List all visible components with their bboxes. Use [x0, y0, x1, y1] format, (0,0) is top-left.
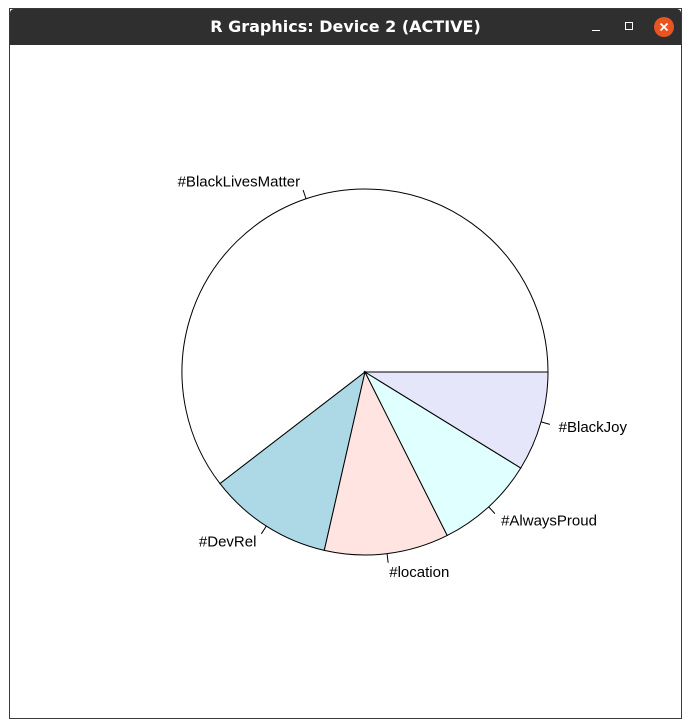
pie-chart: #BlackLivesMatter #DevRel #location #Always…: [178, 173, 628, 581]
pie-label-location: #location: [389, 564, 449, 581]
plot-area: #BlackLivesMatter #DevRel #location #Always…: [10, 45, 681, 718]
pie-label-tick-blacklivesmatter: [302, 189, 307, 199]
pie-label-tick-location: [386, 553, 389, 563]
close-button[interactable]: [654, 17, 674, 37]
close-icon: [659, 22, 669, 32]
pie-slice-blackjoy: [363, 371, 549, 469]
r-graphics-window: R Graphics: Device 2 (ACTIVE) #BlackLive…: [9, 8, 682, 719]
window-title: R Graphics: Device 2 (ACTIVE): [210, 17, 481, 36]
pie-label-tick-blackjoy: [540, 421, 551, 425]
minimize-button[interactable]: [586, 17, 606, 37]
pie-label-devrel: #DevRel: [199, 534, 257, 551]
pie-label-tick-devrel: [260, 525, 267, 535]
pie-label-blacklivesmatter: #BlackLivesMatter: [178, 173, 301, 190]
pie-label-tick-alwaysproud: [488, 506, 496, 514]
minimize-icon: [592, 30, 600, 31]
pie-label-blackjoy: #BlackJoy: [559, 419, 628, 436]
title-bar[interactable]: R Graphics: Device 2 (ACTIVE): [10, 9, 681, 45]
maximize-button[interactable]: [620, 17, 640, 37]
pie-slice-alwaysproud: [363, 370, 522, 537]
pie-slice-devrel: [219, 370, 366, 552]
pie-label-alwaysproud: #AlwaysProud: [501, 512, 597, 529]
maximize-icon: [625, 22, 633, 30]
